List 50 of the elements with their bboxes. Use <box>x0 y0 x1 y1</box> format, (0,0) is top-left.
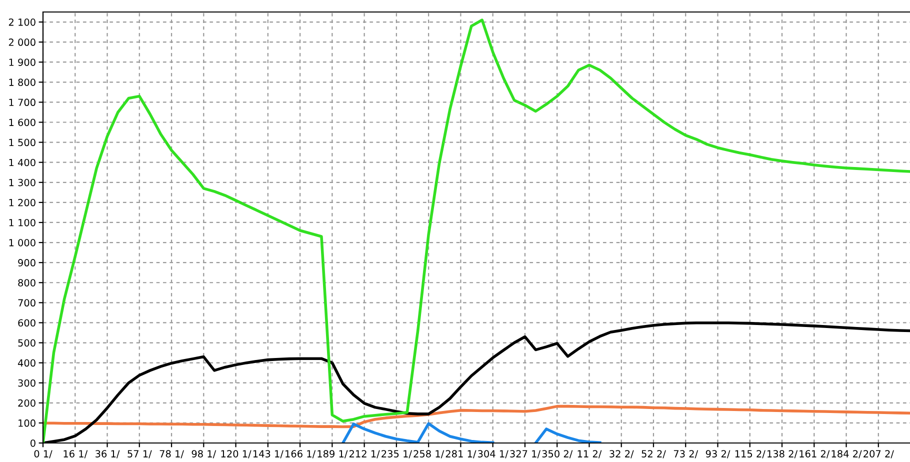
x-tick-label: 11 2/ <box>578 450 602 458</box>
y-tick-label: 900 <box>18 259 36 266</box>
y-tick-label: 500 <box>18 339 36 347</box>
y-tick-label: 1 200 <box>9 198 36 206</box>
line-series <box>43 404 910 428</box>
x-tick-label: 115 2/ <box>735 450 766 458</box>
x-tick-label: 258 1/ <box>414 450 444 458</box>
y-tick-label: 2 000 <box>8 38 36 46</box>
x-tick-label: 327 1/ <box>510 450 541 458</box>
y-tick-label: 0 <box>30 439 36 447</box>
x-tick-label: 52 2/ <box>642 450 666 458</box>
y-tick-label: 1 000 <box>9 239 36 246</box>
x-tick-label: 350 2/ <box>542 450 573 458</box>
x-tick-label: 98 1/ <box>192 450 216 458</box>
x-tick-label: 73 2/ <box>674 450 698 458</box>
y-tick-label: 300 <box>18 379 36 387</box>
y-tick-label: 100 <box>18 419 36 427</box>
x-tick-label: 161 2/ <box>800 450 830 458</box>
y-tick-label: 400 <box>18 359 36 367</box>
x-tick-label: 184 2/ <box>832 450 862 458</box>
x-tick-label: 166 1/ <box>286 450 316 458</box>
y-tick-label: 1 700 <box>9 98 36 106</box>
x-tick-label: 281 1/ <box>446 450 476 458</box>
y-tick-label: 700 <box>18 299 36 307</box>
y-tick-label: 1 800 <box>9 78 36 86</box>
y-tick-label: 2 100 <box>8 18 36 26</box>
x-tick-label: 138 2/ <box>768 450 798 458</box>
y-tick-label: 800 <box>18 279 36 286</box>
x-tick-label: 143 1/ <box>253 450 284 458</box>
y-tick-label: 1 900 <box>9 58 36 66</box>
x-tick-label: 32 2/ <box>610 450 634 458</box>
x-tick-label: 93 2/ <box>706 450 730 458</box>
x-tick-label: 235 1/ <box>382 450 412 458</box>
x-tick-label: 0 1/ <box>34 450 52 458</box>
y-tick-label: 200 <box>18 399 36 407</box>
y-tick-label: 600 <box>18 319 36 327</box>
x-tick-label: 189 1/ <box>318 450 348 458</box>
y-tick-label: 1 400 <box>9 158 36 166</box>
x-tick-label: 57 1/ <box>128 450 152 458</box>
x-tick-label: 78 1/ <box>160 450 184 458</box>
y-tick-label: 1 600 <box>9 118 36 126</box>
x-tick-label: 120 1/ <box>221 450 252 458</box>
x-tick-label: 212 1/ <box>349 450 380 458</box>
x-tick-label: 207 2/ <box>864 450 894 458</box>
y-tick-label: 1 100 <box>9 218 36 226</box>
x-tick-label: 304 1/ <box>478 450 508 458</box>
x-tick-label: 36 1/ <box>96 450 120 458</box>
y-tick-label: 1 300 <box>9 178 36 186</box>
x-tick-label: 16 1/ <box>64 450 88 458</box>
y-tick-label: 1 500 <box>9 138 36 146</box>
